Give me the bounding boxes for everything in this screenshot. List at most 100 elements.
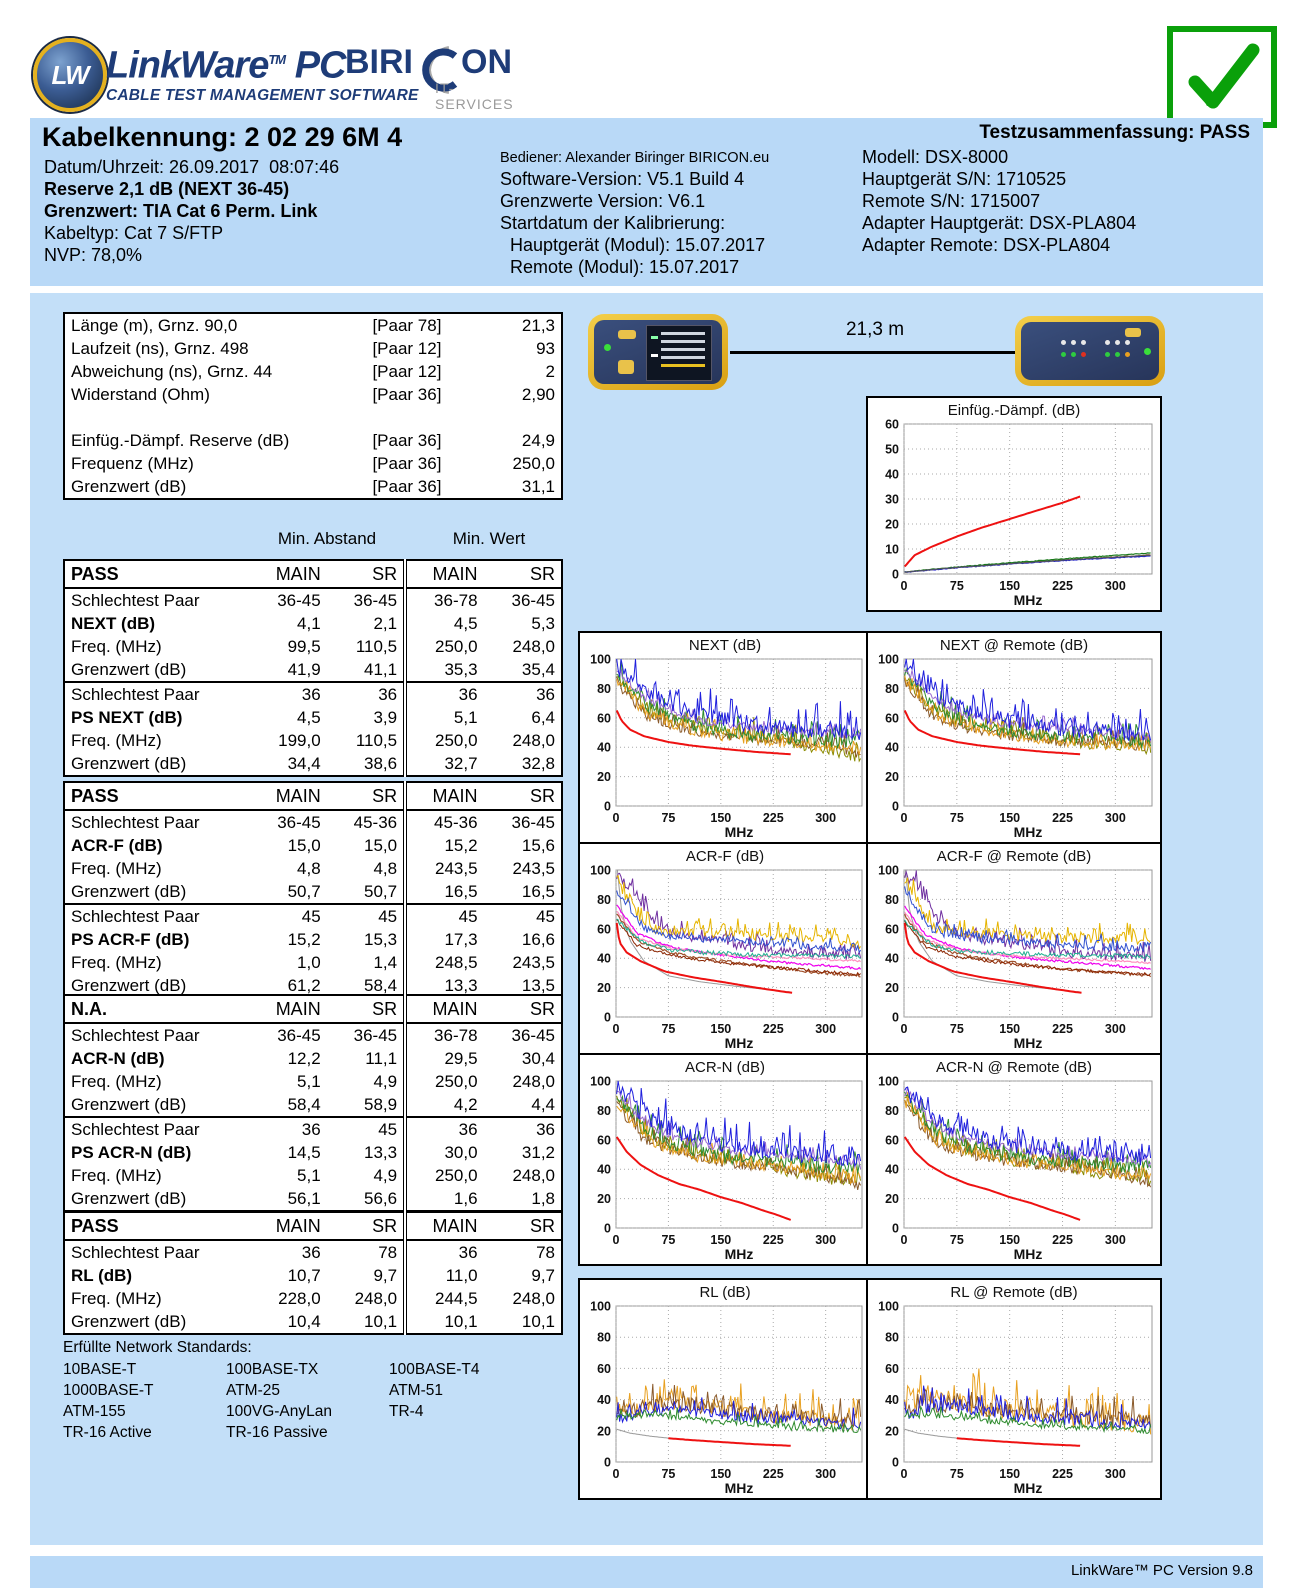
value-cell: 41,9 (287, 660, 321, 679)
row-label: Schlechtest Paar (64, 903, 249, 928)
value-cell: 61,2 (287, 976, 321, 995)
row-label: Schlechtest Paar (71, 1026, 200, 1045)
value-cell: 248,5 (403, 951, 484, 974)
svg-text:20: 20 (885, 1424, 899, 1438)
value-cell: 12,2 (287, 1049, 321, 1068)
svg-text:60: 60 (885, 1362, 899, 1376)
value-cell: 4,9 (373, 1072, 398, 1091)
value-cell: 45 (248, 903, 327, 928)
table-row: PS NEXT (dB) 4,5 3,9 5,1 6,4 (64, 706, 562, 729)
status-cell: PASS (64, 1212, 249, 1241)
value-cell: 243,5 (403, 857, 484, 880)
table-row: Schlechtest Paar 36-45 36-45 36-78 36-45 (64, 588, 562, 612)
value-cell: 15,3 (364, 930, 398, 949)
chart-rl-main: RL (dB) 0 20 40 60 80 100 0 75 150 225 300 MHz (578, 1278, 872, 1500)
svg-text:MHz: MHz (1014, 592, 1043, 608)
svg-text:300: 300 (1105, 1467, 1126, 1481)
svg-text:0: 0 (892, 568, 899, 582)
value-cell: 11,0 (403, 1264, 484, 1287)
value-cell: 36 (483, 681, 562, 706)
value-cell: 14,5 (287, 1143, 321, 1162)
checkmark-icon (1188, 43, 1260, 109)
value-cell: 10,1 (521, 1312, 555, 1331)
svg-text:20: 20 (885, 770, 899, 784)
standard-item: ATM-155 (63, 1403, 126, 1420)
table-row: Schlechtest Paar 36 78 36 78 (64, 1240, 562, 1264)
value-cell: 99,5 (287, 637, 321, 656)
svg-text:60: 60 (885, 922, 899, 936)
svg-text:225: 225 (763, 811, 784, 825)
row-label: Schlechtest Paar (64, 681, 249, 706)
summary-cell: [Paar 36] (372, 454, 442, 473)
summary-row: Grenzwert (dB) [Paar 36] 31,1 (64, 475, 562, 499)
footer-version: LinkWare™ PC Version 9.8 (30, 1556, 1263, 1588)
svg-text:0: 0 (613, 1233, 620, 1247)
svg-text:225: 225 (1052, 1022, 1073, 1036)
acrn-table: N.A. MAIN SR MAIN SR Schlechtest Paar 36-45 36-… (63, 994, 563, 1212)
row-label: Schlechtest Paar (71, 813, 200, 832)
svg-text:225: 225 (763, 1233, 784, 1247)
table-row: Freq. (MHz) 4,8 4,8 243,5 243,5 (64, 857, 562, 880)
svg-text:0: 0 (604, 800, 611, 814)
row-label: Grenzwert (dB) (71, 1312, 187, 1331)
row-label: Grenzwert (dB) (71, 976, 187, 995)
value-cell: 11,1 (365, 1049, 398, 1068)
standards-title: Erfüllte Network Standards: (63, 1339, 252, 1356)
summary-row: Frequenz (MHz) [Paar 36] 250,0 (64, 452, 562, 475)
value-cell: 56,1 (287, 1189, 321, 1208)
svg-text:60: 60 (885, 418, 899, 432)
value-cell: 248,0 (512, 1166, 555, 1185)
value-cell: 1,0 (297, 953, 321, 972)
header-right-lines: Modell: DSX-8000 Hauptgerät S/N: 1710525 R… (862, 146, 1254, 256)
header-line: Adapter Remote: DSX-PLA804 (862, 235, 1111, 255)
svg-text:80: 80 (885, 893, 899, 907)
value-cell: 16,6 (521, 930, 555, 949)
svg-text:300: 300 (1105, 1022, 1126, 1036)
row-label: Grenzwert (dB) (71, 754, 187, 773)
table-row: Freq. (MHz) 99,5 110,5 250,0 248,0 (64, 635, 562, 658)
svg-text:300: 300 (815, 811, 836, 825)
column-header: SR (326, 1212, 406, 1241)
table-row: Grenzwert (dB) 58,4 58,9 4,2 4,4 (64, 1093, 562, 1117)
value-cell: 6,4 (531, 708, 555, 727)
value-cell: 4,2 (403, 1093, 484, 1117)
svg-text:150: 150 (999, 1022, 1020, 1036)
svg-text:40: 40 (885, 1393, 899, 1407)
table-row: ACR-N (dB) 12,2 11,1 29,5 30,4 (64, 1047, 562, 1070)
row-label: PS ACR-F (dB) (71, 930, 190, 949)
linkware-logo-icon: LW (33, 38, 107, 112)
value-cell: 4,1 (297, 614, 321, 633)
column-header: SR (483, 560, 562, 589)
value-cell: 4,8 (297, 859, 321, 878)
svg-text:0: 0 (604, 1222, 611, 1236)
value-cell: 36 (403, 1240, 484, 1264)
row-label: ACR-F (dB) (71, 836, 163, 855)
product-tagline: CABLE TEST MANAGEMENT SOFTWARE (106, 86, 419, 104)
svg-text:0: 0 (901, 579, 908, 593)
column-header: MAIN (248, 782, 327, 811)
svg-text:ACR-N (dB): ACR-N (dB) (685, 1059, 765, 1076)
header-line: Bediener: Alexander Biringer BIRICON.eu (500, 150, 770, 166)
svg-text:0: 0 (892, 1011, 899, 1025)
value-cell: 45-36 (403, 810, 484, 834)
value-cell: 45 (483, 903, 562, 928)
value-cell: 250,0 (403, 729, 484, 752)
svg-text:0: 0 (901, 811, 908, 825)
value-cell: 45 (326, 903, 406, 928)
summary-cell: Einfüg.-Dämpf. Reserve (dB) (71, 431, 290, 450)
value-cell: 45 (326, 1116, 406, 1141)
header-left-column: Datum/Uhrzeit: 26.09.2017 08:07:46 Reserv… (44, 156, 339, 266)
row-label: Freq. (MHz) (71, 1166, 162, 1185)
svg-text:75: 75 (661, 811, 675, 825)
biricon-subtitle: IT-SERVICES (435, 80, 514, 112)
chart-insertion-loss: Einfüg.-Dämpf. (dB) 0 10 20 30 40 50 60 0 75 150 22… (866, 396, 1162, 612)
svg-text:80: 80 (885, 682, 899, 696)
row-label: ACR-N (dB) (71, 1049, 165, 1068)
value-cell: 35,3 (403, 658, 484, 682)
value-cell: 36 (403, 1116, 484, 1141)
svg-text:225: 225 (1052, 1233, 1073, 1247)
table-row: Freq. (MHz) 228,0 248,0 244,5 248,0 (64, 1287, 562, 1310)
header-line: Datum/Uhrzeit: 26.09.2017 08:07:46 (44, 157, 340, 177)
row-label: Schlechtest Paar (64, 1116, 249, 1141)
summary-cell: 93 (536, 339, 555, 358)
